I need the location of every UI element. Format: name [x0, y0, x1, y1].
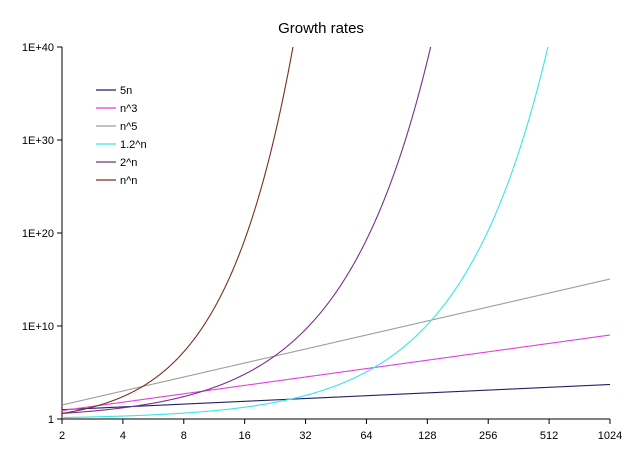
legend-entry: n^n: [96, 175, 137, 187]
chart-title: Growth rates: [278, 20, 364, 37]
x-tick-label: 8: [181, 430, 187, 442]
legend-entry: 2^n: [96, 157, 137, 169]
x-tick-label: 512: [540, 430, 558, 442]
legend-label: 1.2^n: [120, 139, 147, 151]
x-tick-label: 128: [418, 430, 436, 442]
legend-label: n^5: [120, 121, 137, 133]
x-tick-label: 2: [59, 430, 65, 442]
legend-label: n^3: [120, 103, 137, 115]
x-tick-label: 4: [120, 430, 126, 442]
y-tick-label: 1E+30: [22, 135, 54, 147]
legend-label: 5n: [120, 85, 132, 97]
series-line-n-n: [62, 47, 294, 414]
series-line-n-3: [62, 334, 610, 412]
legend: 5n n^3 n^5 1.2^n 2^n n^n: [96, 85, 147, 187]
y-tick-label: 1E+40: [22, 42, 54, 54]
y-tick-label: 1E+20: [22, 228, 54, 240]
tick-labels: 2 4 8 16 32 64 128 256 512 1024 1 1E+10 1E+20 1E+30 1E…: [22, 42, 622, 442]
x-tick-label: 32: [299, 430, 311, 442]
series-line-5n: [62, 383, 610, 411]
legend-label: 2^n: [120, 157, 137, 169]
y-tick-label: 1E+10: [22, 321, 54, 333]
series-line-1-2-n: [62, 47, 549, 419]
legend-entry: 1.2^n: [96, 139, 147, 151]
legend-entry: 5n: [96, 85, 132, 97]
x-tick-label: 64: [360, 430, 372, 442]
axes: [57, 46, 611, 424]
x-tick-label: 1024: [598, 430, 622, 442]
series-line-2-n: [62, 47, 432, 414]
x-tick-label: 16: [239, 430, 251, 442]
legend-entry: n^3: [96, 103, 137, 115]
legend-label: n^n: [120, 175, 137, 187]
y-tick-label: 1: [48, 414, 54, 426]
legend-entry: n^5: [96, 121, 137, 133]
x-tick-label: 256: [479, 430, 497, 442]
series-line-n-5: [62, 278, 610, 406]
series-lines: [62, 47, 610, 419]
